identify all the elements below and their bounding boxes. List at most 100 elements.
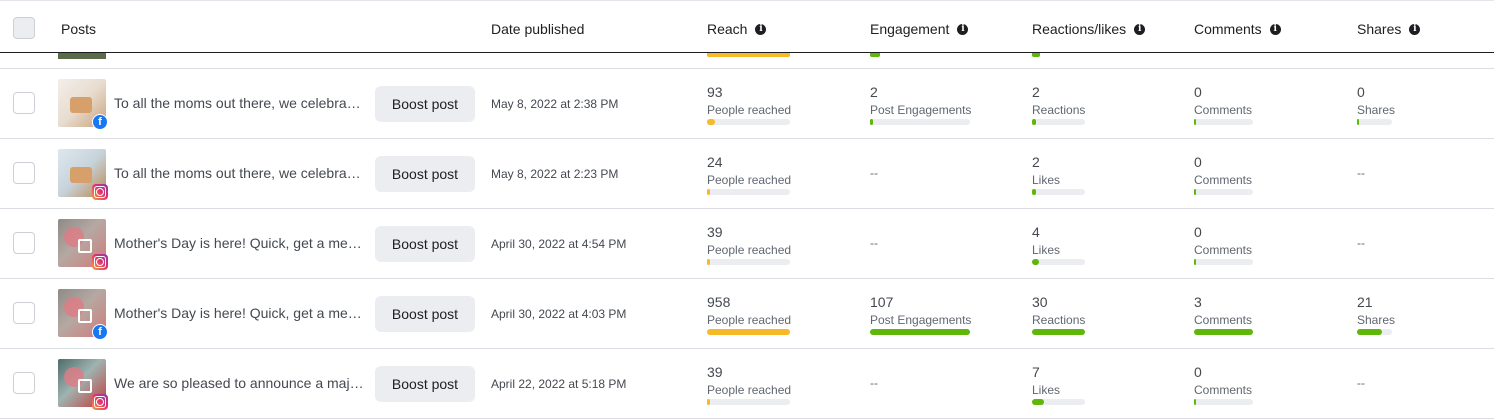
column-header-posts[interactable]: Posts [61, 21, 96, 37]
row-checkbox[interactable] [13, 162, 35, 184]
post-title[interactable]: We are so pleased to announce a major up… [114, 375, 364, 391]
boost-post-button[interactable]: Boost post [375, 86, 475, 122]
facebook-icon: f [93, 325, 107, 339]
post-title[interactable]: To all the moms out there, we celebrate … [114, 95, 364, 111]
comments-value: 3 [1194, 294, 1202, 310]
comments-bar-track [1194, 399, 1253, 405]
reach-bar-fill [707, 329, 790, 335]
date-published: May 8, 2022 at 2:38 PM [491, 97, 619, 111]
column-header-date[interactable]: Date published [491, 21, 584, 37]
reactions-value: 2 [1032, 154, 1040, 170]
comments-bar-fill [1194, 189, 1196, 195]
instagram-icon [92, 184, 108, 200]
shares-value: 0 [1357, 84, 1365, 100]
engagement-value: 2 [870, 84, 878, 100]
reactions-bar-fill [1032, 329, 1085, 335]
post-thumbnail[interactable] [58, 359, 106, 407]
post-thumbnail[interactable] [58, 289, 106, 337]
boost-post-button[interactable]: Boost post [375, 226, 475, 262]
post-title[interactable]: Mother's Day is here! Quick, get a membe… [114, 235, 364, 251]
info-icon[interactable]: i [1269, 23, 1281, 35]
shares-metric: 0 Shares [1357, 84, 1395, 125]
table-row[interactable]: To all the moms out there, we celebrate … [0, 139, 1494, 209]
column-header-posts-label: Posts [61, 21, 97, 37]
reach-value: 39 [707, 224, 723, 240]
comments-metric: 0 Comments [1194, 224, 1253, 265]
comments-metric: 0 Comments [1194, 364, 1253, 405]
reach-metric: 39 People reached [707, 224, 791, 265]
column-header-reactions[interactable]: Reactions/likes i [1032, 21, 1146, 37]
reach-value: 958 [707, 294, 731, 310]
table-row[interactable]: f To all the moms out there, we celebrate… [0, 69, 1494, 139]
comments-bar-track [1194, 189, 1253, 195]
date-published: April 30, 2022 at 4:54 PM [491, 237, 627, 251]
column-header-shares[interactable]: Shares i [1357, 21, 1421, 37]
info-icon[interactable]: i [957, 23, 969, 35]
reach-bar-fill [707, 399, 710, 405]
date-published: April 22, 2022 at 5:18 PM [491, 377, 627, 391]
table-row[interactable]: We are so pleased to announce a major up… [0, 349, 1494, 419]
reactions-bar-track [1032, 189, 1085, 195]
reactions-bar-fill [1032, 189, 1036, 195]
shares-bar-fill [1357, 119, 1359, 125]
carousel-icon [78, 309, 92, 323]
boost-post-button[interactable]: Boost post [375, 296, 475, 332]
info-icon[interactable]: i [1409, 23, 1421, 35]
reach-metric: 39 People reached [707, 364, 791, 405]
post-title[interactable]: Mother's Day is here! Quick, get a membe… [114, 305, 364, 321]
reactions-metric: 2 Reactions [1032, 84, 1085, 125]
reactions-bar-fill [1032, 399, 1044, 405]
reactions-label: Reactions [1032, 313, 1086, 327]
boost-post-button[interactable]: Boost post [375, 366, 475, 402]
table-header: Posts Date published Reach i Engagement … [0, 0, 1494, 53]
comments-metric: 0 Comments [1194, 154, 1253, 195]
comments-value: 0 [1194, 154, 1202, 170]
reach-value: 39 [707, 364, 723, 380]
reactions-bar-fill [1032, 119, 1036, 125]
post-title[interactable]: To all the moms out there, we celebrate … [114, 165, 364, 181]
row-checkbox[interactable] [13, 302, 35, 324]
boost-post-button[interactable]: Boost post [375, 156, 475, 192]
reactions-value: 2 [1032, 84, 1040, 100]
column-header-engagement[interactable]: Engagement i [870, 21, 969, 37]
comments-label: Comments [1194, 313, 1253, 327]
comments-bar-fill [1194, 329, 1253, 335]
reach-label: People reached [707, 313, 792, 327]
reach-bar-track [707, 399, 790, 405]
post-thumbnail [58, 53, 106, 59]
carousel-icon [78, 239, 92, 253]
select-all-checkbox[interactable] [13, 17, 35, 39]
reach-value: 24 [707, 154, 723, 170]
comments-value: 0 [1194, 224, 1202, 240]
instagram-icon [92, 254, 108, 270]
comments-bar-fill [1194, 119, 1196, 125]
reach-bar-track [707, 329, 790, 335]
row-checkbox[interactable] [13, 232, 35, 254]
comments-metric: 3 Comments [1194, 294, 1253, 335]
info-icon[interactable]: i [755, 23, 767, 35]
column-header-reach[interactable]: Reach i [707, 21, 767, 37]
info-icon[interactable]: i [1134, 23, 1146, 35]
reach-metric: 24 People reached [707, 154, 791, 195]
reactions-value: 7 [1032, 364, 1040, 380]
reactions-value: 30 [1032, 294, 1048, 310]
comments-bar-track [1194, 329, 1253, 335]
shares-label: Shares [1357, 313, 1396, 327]
reactions-metric: 30 Reactions [1032, 294, 1085, 335]
reach-metric: 93 People reached [707, 84, 791, 125]
table-row[interactable]: f Mother's Day is here! Quick, get a mem b… [0, 279, 1494, 349]
comments-label: Comments [1194, 103, 1253, 117]
reach-value: 93 [707, 84, 723, 100]
engagement-bar-fill [870, 329, 970, 335]
row-checkbox[interactable] [13, 372, 35, 394]
shares-label: Shares [1357, 103, 1396, 117]
column-header-comments[interactable]: Comments i [1194, 21, 1281, 37]
row-checkbox[interactable] [13, 92, 35, 114]
column-header-reactions-label: Reactions/likes [1032, 21, 1127, 37]
facebook-badge: f [92, 114, 108, 130]
engagement-bar-fill [870, 119, 873, 125]
reactions-bar-track [1032, 399, 1085, 405]
reach-bar-track [707, 259, 790, 265]
table-row[interactable]: Mother's Day is here! Quick, get a membe… [0, 209, 1494, 279]
shares-bar-track [1357, 329, 1392, 335]
